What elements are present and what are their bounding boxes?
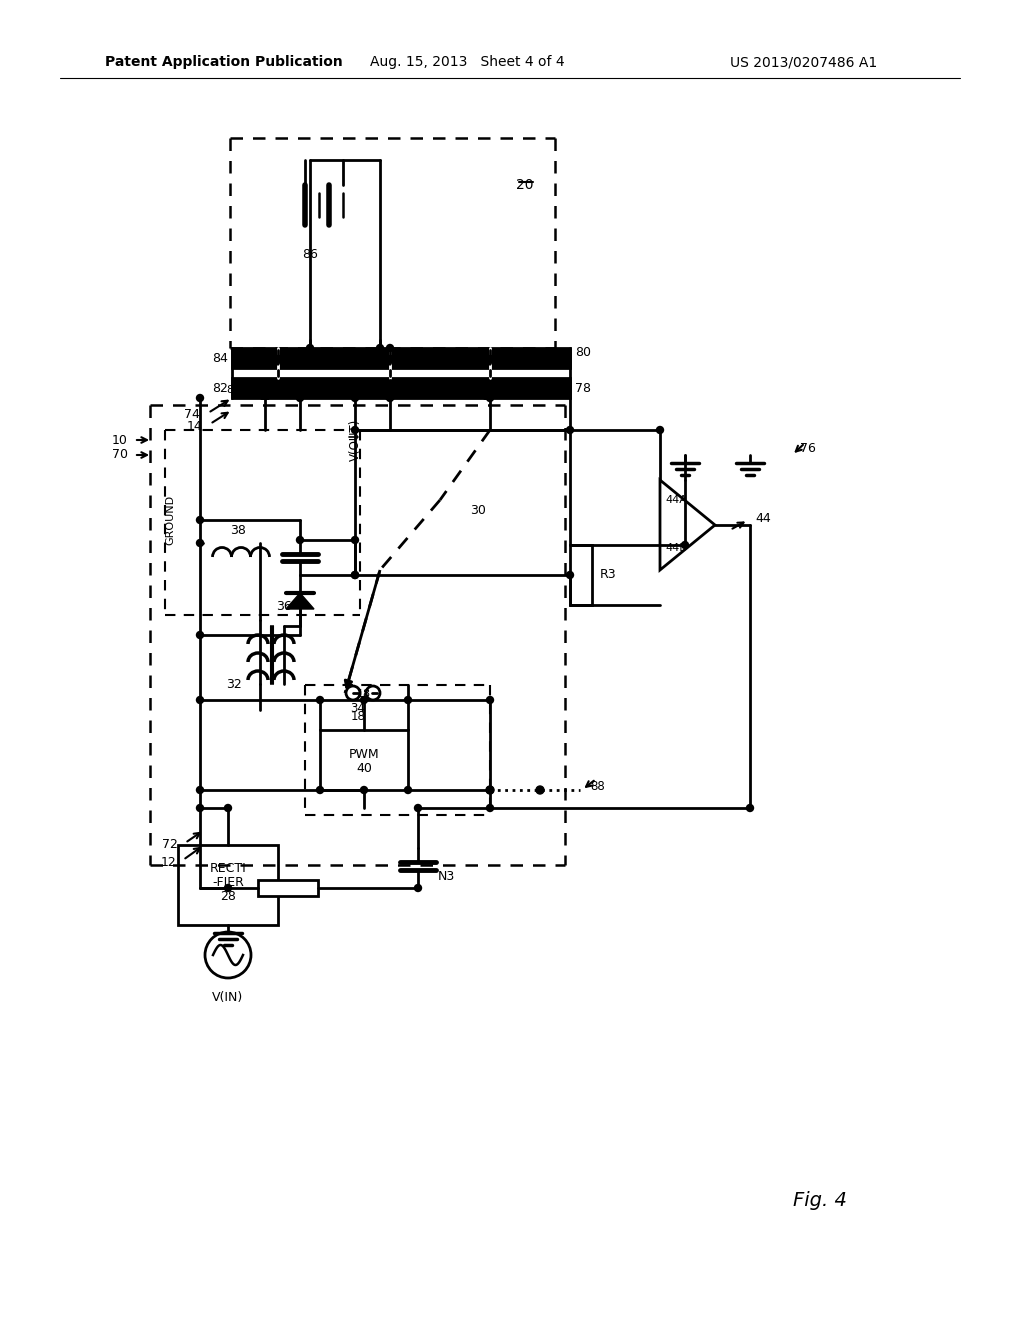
Text: 88: 88 <box>590 780 605 793</box>
Text: 18: 18 <box>357 689 371 700</box>
Text: 84B: 84B <box>395 356 417 367</box>
Text: 82: 82 <box>212 381 228 395</box>
Circle shape <box>415 884 422 891</box>
Circle shape <box>360 787 368 793</box>
Circle shape <box>404 697 412 704</box>
Text: Fig. 4: Fig. 4 <box>793 1191 847 1209</box>
Circle shape <box>536 785 544 795</box>
Text: 82C: 82C <box>502 385 524 395</box>
Text: 74: 74 <box>184 408 200 421</box>
Circle shape <box>486 697 494 704</box>
Text: 44B: 44B <box>665 543 687 553</box>
Circle shape <box>351 536 358 544</box>
Circle shape <box>351 395 358 401</box>
Bar <box>319 730 408 789</box>
Text: 72: 72 <box>162 838 178 851</box>
Circle shape <box>746 804 754 812</box>
Circle shape <box>351 572 358 578</box>
Circle shape <box>404 787 412 793</box>
Text: Patent Application Publication: Patent Application Publication <box>105 55 343 69</box>
Bar <box>178 845 278 925</box>
Text: 84: 84 <box>212 351 228 364</box>
Bar <box>232 378 570 399</box>
Text: 28: 28 <box>220 890 236 903</box>
Circle shape <box>386 345 393 351</box>
Text: 40: 40 <box>356 763 372 776</box>
Text: 84A: 84A <box>239 356 260 367</box>
Text: 20: 20 <box>516 178 534 191</box>
Text: 80: 80 <box>575 346 591 359</box>
Text: Aug. 15, 2013   Sheet 4 of 4: Aug. 15, 2013 Sheet 4 of 4 <box>370 55 564 69</box>
Text: 78: 78 <box>575 381 591 395</box>
Bar <box>258 880 318 896</box>
Text: 44: 44 <box>755 511 771 524</box>
Circle shape <box>306 345 313 351</box>
Circle shape <box>486 804 494 812</box>
Circle shape <box>316 787 324 793</box>
Circle shape <box>316 697 324 704</box>
Text: 18: 18 <box>350 710 366 723</box>
Bar <box>570 545 592 605</box>
Circle shape <box>486 785 494 795</box>
Circle shape <box>486 787 494 793</box>
Circle shape <box>656 426 664 433</box>
Circle shape <box>197 804 204 812</box>
Text: 12: 12 <box>160 855 176 869</box>
Circle shape <box>360 697 368 704</box>
Text: 82A: 82A <box>226 385 248 395</box>
Polygon shape <box>286 593 314 609</box>
Text: -FIER: -FIER <box>212 875 244 888</box>
Circle shape <box>377 345 384 351</box>
Text: 36: 36 <box>276 601 292 614</box>
Circle shape <box>197 516 204 524</box>
Text: V(IN): V(IN) <box>212 990 244 1003</box>
Text: US 2013/0207486 A1: US 2013/0207486 A1 <box>730 55 878 69</box>
Circle shape <box>566 426 573 433</box>
Circle shape <box>197 540 204 546</box>
Circle shape <box>224 804 231 812</box>
Text: 38: 38 <box>230 524 246 536</box>
Circle shape <box>197 787 204 793</box>
Text: GROUND: GROUND <box>165 495 175 545</box>
Circle shape <box>197 395 204 401</box>
Circle shape <box>486 395 494 401</box>
Text: 86: 86 <box>302 248 317 261</box>
Circle shape <box>297 536 303 544</box>
Circle shape <box>351 572 358 578</box>
Text: V(OUT): V(OUT) <box>348 418 361 461</box>
Text: N3: N3 <box>438 870 456 883</box>
Polygon shape <box>660 480 715 570</box>
Circle shape <box>386 395 393 401</box>
Circle shape <box>351 426 358 433</box>
Text: RECTI: RECTI <box>210 862 247 874</box>
Bar <box>232 348 570 368</box>
Circle shape <box>224 884 231 891</box>
Text: PWM: PWM <box>349 747 379 760</box>
Text: 44A: 44A <box>665 495 687 506</box>
Text: 10: 10 <box>112 433 128 446</box>
Circle shape <box>682 541 688 549</box>
Text: 76: 76 <box>800 441 816 454</box>
Text: R3: R3 <box>600 569 616 582</box>
Circle shape <box>197 697 204 704</box>
Text: 34: 34 <box>350 701 366 714</box>
Circle shape <box>415 804 422 812</box>
Text: 82B: 82B <box>406 385 427 395</box>
Text: 30: 30 <box>470 503 485 516</box>
Circle shape <box>566 572 573 578</box>
Text: 70: 70 <box>112 449 128 462</box>
Circle shape <box>197 631 204 639</box>
Text: 84C: 84C <box>508 356 530 367</box>
Circle shape <box>297 395 303 401</box>
Text: 32: 32 <box>226 678 242 692</box>
Text: 14: 14 <box>186 421 202 433</box>
